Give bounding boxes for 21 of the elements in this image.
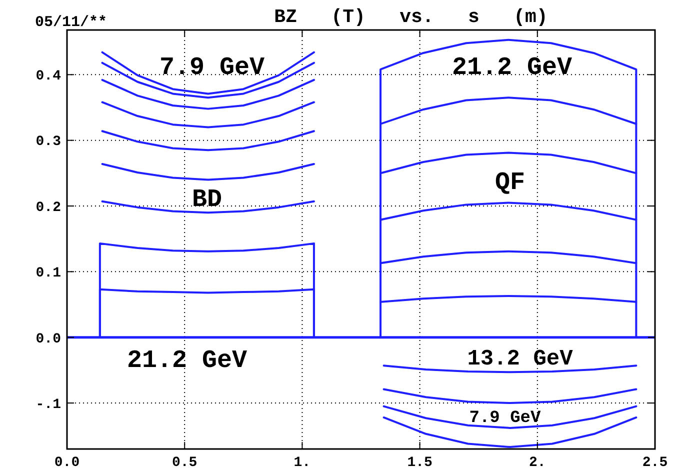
chart-title: BZ (T) vs. s (m)	[274, 6, 548, 28]
y-tick-label: 0.0	[36, 331, 61, 348]
y-tick-label: 0.3	[36, 134, 61, 150]
annotation: 7.9 GeV	[159, 52, 265, 82]
x-tick-label: 0.5	[172, 455, 198, 471]
annotation: QF	[494, 168, 526, 197]
annotation: 21.2 GeV	[126, 346, 248, 375]
annotation: 13.2 GeV	[467, 346, 574, 372]
y-tick-label: -.1	[36, 396, 61, 413]
x-tick-label: 0.0	[54, 455, 80, 471]
x-tick-label: 2.	[528, 455, 546, 471]
y-tick-label: 0.1	[36, 266, 61, 282]
y-tick-label: 0.2	[36, 200, 61, 216]
chart-subtitle: 05/11/**	[35, 14, 108, 31]
annotation: BD	[192, 184, 222, 214]
x-tick-label: 1.5	[407, 455, 432, 471]
x-tick-label: 1.	[294, 455, 311, 471]
x-tick-label: 2.5	[642, 455, 668, 471]
annotation: 7.9 GeV	[469, 408, 542, 428]
annotation: 21.2 GeV	[452, 52, 572, 82]
y-tick-label: 0.4	[36, 68, 61, 85]
